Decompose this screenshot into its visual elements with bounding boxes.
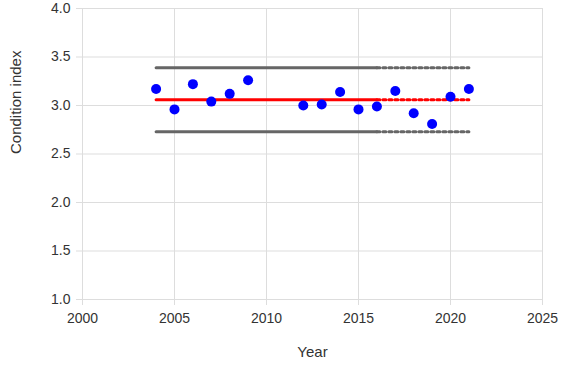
svg-text:Year: Year — [297, 343, 327, 360]
svg-text:1.0: 1.0 — [51, 291, 71, 307]
svg-text:3.0: 3.0 — [51, 97, 71, 113]
svg-text:3.5: 3.5 — [51, 48, 71, 64]
svg-text:Condition index: Condition index — [7, 50, 24, 154]
svg-text:2000: 2000 — [67, 310, 98, 326]
svg-text:2010: 2010 — [251, 310, 282, 326]
svg-text:2020: 2020 — [435, 310, 466, 326]
svg-text:4.0: 4.0 — [51, 0, 71, 16]
svg-text:2005: 2005 — [159, 310, 190, 326]
svg-text:2025: 2025 — [527, 310, 558, 326]
svg-text:2.0: 2.0 — [51, 194, 71, 210]
svg-text:2.5: 2.5 — [51, 145, 71, 161]
svg-text:1.5: 1.5 — [51, 242, 71, 258]
svg-text:2015: 2015 — [343, 310, 374, 326]
